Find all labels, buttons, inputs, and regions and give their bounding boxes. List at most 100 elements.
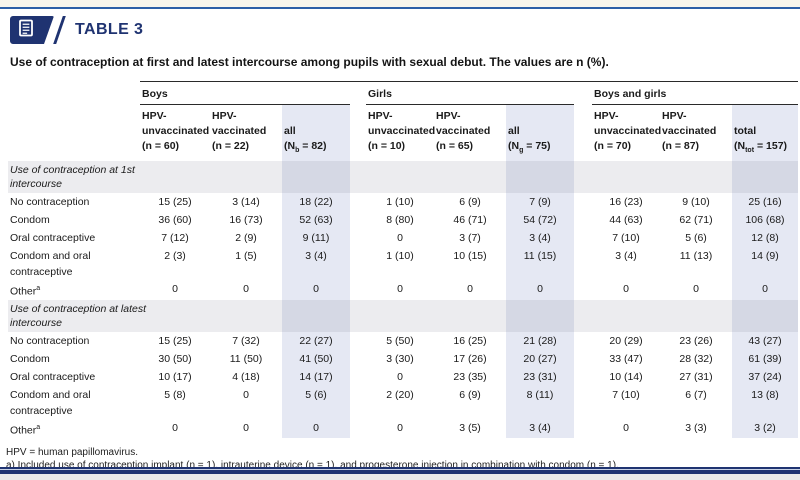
value-cell: 0: [243, 283, 249, 296]
group-header-label: Boys: [142, 88, 168, 100]
header-spacer-cell: [8, 81, 140, 105]
value-cell: 44 (63): [609, 214, 643, 227]
value-cell: 0: [172, 421, 178, 434]
column-header-line1: HPV-: [142, 110, 167, 122]
column-header-line1: [284, 109, 348, 124]
column-header-line2: vaccinated: [436, 125, 491, 137]
value-cell: 21 (28): [523, 334, 557, 347]
value-cell: 0: [313, 283, 319, 296]
row-label-text: No contraception: [10, 196, 90, 209]
value-cell: 2 (20): [386, 388, 414, 401]
value-cell: 8 (80): [386, 214, 414, 227]
value-cell: 23 (35): [453, 370, 487, 383]
column-gap-cell: [574, 350, 592, 368]
value-cell: 33 (47): [609, 352, 643, 365]
group-gap-cell: [574, 81, 592, 105]
value-cell: 3 (30): [386, 352, 414, 365]
count-subscript: b: [295, 147, 300, 155]
column-gap-cell: [574, 229, 592, 247]
value-cell: 5 (6): [305, 388, 327, 401]
value-cell: 20 (29): [609, 334, 643, 347]
section-header-row: Use of contraception at latest intercour…: [8, 299, 798, 332]
value-cell: 16 (73): [229, 214, 263, 227]
row-label: Condom: [8, 211, 140, 229]
value-cell: 2 (9): [235, 232, 257, 245]
value-cell: 41 (50): [299, 352, 333, 365]
value-cell: 25 (16): [748, 196, 782, 209]
row-label: Oral contraceptive: [8, 368, 140, 386]
shaded-column-total: [732, 105, 798, 439]
value-cell: 0: [762, 283, 768, 296]
column-gap-cell: [350, 229, 366, 247]
value-cell: 3 (3): [685, 421, 707, 434]
table-footnotes: HPV = human papillomavirus. a) Included …: [6, 446, 800, 472]
value-cell: 61 (39): [748, 352, 782, 365]
value-cell: 0: [397, 370, 403, 383]
value-cell: 10 (14): [609, 370, 643, 383]
count-suffix: = 82): [299, 140, 327, 152]
value-cell: 37 (24): [748, 370, 782, 383]
group-header: Girls: [366, 81, 574, 105]
table-number-label: TABLE 3: [75, 21, 144, 38]
value-cell: 1 (10): [386, 250, 414, 263]
value-cell: 14 (9): [751, 250, 779, 263]
bottom-bar-footer-strip: [0, 474, 800, 480]
value-cell: 3 (4): [529, 421, 551, 434]
value-cell: 7 (12): [161, 232, 189, 245]
column-header-count: (n = 70): [594, 139, 658, 158]
count-suffix: = 157): [754, 140, 788, 152]
value-cell: 4 (18): [232, 370, 260, 383]
table-container: Boys Girls Boys and girls HPV-unvaccinated(…: [8, 81, 798, 439]
group-header-label: Boys and girls: [594, 88, 667, 100]
value-cell: 11 (15): [523, 250, 557, 263]
value-cell: 0: [537, 283, 543, 296]
row-label-text: Other: [10, 424, 37, 437]
value-cell: 0: [693, 283, 699, 296]
column-gap-cell: [350, 419, 366, 439]
column-gap-cell: [350, 332, 366, 350]
column-header-line1: [508, 109, 572, 124]
value-cell: 3 (4): [615, 250, 637, 263]
column-header-line1: [734, 109, 796, 124]
column-header-line2: total: [734, 125, 757, 137]
row-label: Condom: [8, 350, 140, 368]
value-cell: 16 (25): [453, 334, 487, 347]
table-badge: TABLE 3: [10, 15, 800, 45]
value-cell: 3 (14): [232, 196, 260, 209]
column-header: HPV-vaccinated (n = 87): [660, 105, 732, 161]
row-label: Condom and oral contraceptive: [8, 386, 140, 419]
column-header-line2: unvaccinated: [368, 125, 436, 137]
value-cell: 23 (26): [679, 334, 713, 347]
value-cell: 62 (71): [679, 214, 713, 227]
value-cell: 28 (32): [679, 352, 713, 365]
value-cell: 3 (4): [305, 250, 327, 263]
value-cell: 8 (11): [526, 388, 554, 401]
value-cell: 0: [623, 421, 629, 434]
row-label: Othera: [8, 419, 140, 439]
column-header-count: (n = 87): [662, 139, 730, 158]
bottom-bar-line-3: [0, 470, 800, 474]
count-prefix: (n = 65): [436, 140, 474, 152]
column-header-line2: unvaccinated: [594, 125, 662, 137]
value-cell: 16 (23): [609, 196, 643, 209]
row-label-text: Condom: [10, 214, 50, 227]
column-header: HPV-unvaccinated (n = 10): [366, 105, 436, 161]
section-header-label: Use of contraception at latest intercour…: [10, 302, 146, 329]
count-prefix: (N: [734, 140, 746, 152]
column-gap-cell: [350, 193, 366, 211]
group-header: Boys: [140, 81, 350, 105]
row-label-text: Condom and oral contraceptive: [10, 250, 91, 279]
column-header-line2: vaccinated: [662, 125, 717, 137]
count-prefix: (n = 60): [142, 140, 180, 152]
row-label-superscript: a: [36, 423, 41, 431]
value-cell: 18 (22): [299, 196, 333, 209]
column-gap-cell: [350, 280, 366, 300]
row-label: Condom and oral contraceptive: [8, 247, 140, 280]
value-cell: 0: [397, 232, 403, 245]
bottom-bar-line-2: [0, 469, 800, 470]
column-header-count: (n = 22): [212, 139, 280, 158]
column-header-line2: all: [284, 125, 296, 137]
column-header-line1: HPV-: [662, 110, 687, 122]
value-cell: 30 (50): [158, 352, 192, 365]
badge-slash-divider: [53, 16, 66, 44]
